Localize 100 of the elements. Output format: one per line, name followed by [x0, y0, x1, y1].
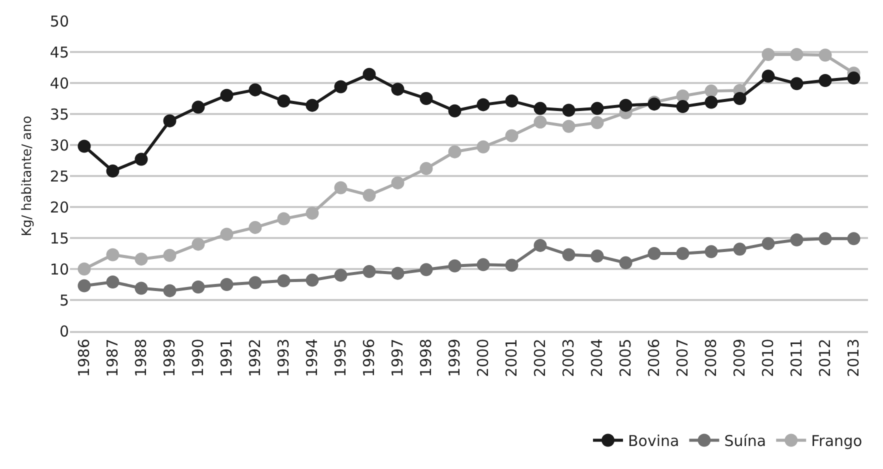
point [78, 262, 91, 276]
y-tick-label: 10 [50, 260, 69, 278]
point [192, 100, 205, 114]
point [562, 248, 576, 262]
point [306, 98, 319, 112]
x-tick-label: 1989 [160, 338, 179, 377]
y-tick-label: 40 [50, 74, 69, 92]
x-tick-label: 1994 [303, 338, 322, 377]
x-tick-label: 2013 [844, 338, 863, 377]
point [505, 258, 518, 272]
point [762, 70, 775, 83]
x-tick-label: 1997 [388, 338, 407, 377]
point [590, 249, 604, 262]
y-tick-label: 25 [50, 167, 69, 186]
point [420, 92, 433, 105]
x-tick-label: 2010 [759, 338, 778, 377]
y-tick-label: 50 [50, 12, 69, 30]
y-axis-title: Kg/ habitante/ ano [20, 116, 35, 236]
x-tick-label: 1993 [274, 338, 293, 377]
point [248, 276, 262, 290]
point [134, 152, 148, 166]
point [790, 48, 804, 61]
point [277, 94, 290, 108]
point [704, 96, 718, 109]
y-tick-label: 0 [59, 322, 69, 340]
point [362, 264, 376, 278]
point [248, 83, 262, 96]
point [790, 233, 804, 246]
point [704, 245, 718, 258]
point [220, 228, 234, 241]
legend-label: Bovina [628, 432, 680, 450]
y-tick-label: 35 [50, 105, 69, 124]
x-tick-label: 1996 [360, 338, 378, 377]
point [476, 98, 490, 112]
x-tick-label: 1998 [417, 338, 436, 377]
point [818, 74, 832, 88]
x-tick-label: 2012 [816, 338, 834, 377]
point [818, 232, 832, 246]
y-tick-label: 20 [50, 198, 69, 216]
point [534, 238, 547, 252]
point [534, 102, 547, 115]
legend-label: Frango [811, 432, 862, 450]
point [420, 162, 433, 176]
point [448, 145, 462, 158]
point [391, 266, 404, 280]
point [220, 278, 234, 291]
point [648, 247, 661, 260]
y-tick-label: 45 [50, 43, 69, 62]
x-tick-label: 1999 [446, 338, 464, 377]
point [448, 259, 462, 272]
point [391, 176, 404, 190]
x-tick-label: 1992 [246, 338, 264, 377]
point [847, 72, 860, 85]
point [362, 188, 376, 202]
point [163, 248, 176, 262]
point [306, 206, 319, 220]
point [562, 120, 576, 133]
point [220, 88, 234, 102]
point [277, 212, 290, 226]
point [78, 279, 91, 292]
point [619, 98, 632, 112]
point [562, 104, 576, 117]
point [676, 247, 690, 260]
x-tick-label: 2008 [702, 338, 720, 377]
point [106, 164, 120, 178]
point [762, 237, 775, 250]
point [163, 114, 176, 128]
legend-label: Suína [724, 432, 766, 450]
point [733, 92, 746, 105]
point [106, 248, 120, 262]
x-tick-label: 2005 [616, 338, 635, 377]
point [163, 284, 176, 298]
x-tick-label: 2011 [788, 338, 806, 377]
point [818, 48, 832, 62]
y-tick-label: 5 [59, 291, 69, 310]
point [362, 68, 376, 81]
x-tick-label: 2007 [674, 338, 692, 377]
point [534, 116, 547, 129]
point [134, 252, 148, 266]
point [391, 82, 404, 96]
point [334, 181, 348, 194]
point [78, 140, 91, 153]
x-tick-label: 2004 [588, 338, 606, 377]
point [134, 282, 148, 295]
point [448, 104, 462, 118]
point [847, 232, 860, 246]
point [762, 48, 775, 61]
point [306, 274, 319, 287]
point [476, 140, 490, 154]
x-tick-label: 1988 [132, 338, 150, 377]
point [106, 276, 120, 289]
point [277, 274, 290, 288]
y-tick-label: 30 [50, 136, 69, 154]
point [334, 268, 348, 282]
point [505, 94, 518, 108]
x-tick-label: 1986 [75, 338, 94, 377]
x-tick-label: 1995 [332, 338, 350, 377]
x-tick-label: 1987 [104, 338, 122, 377]
x-tick-label: 2000 [474, 338, 492, 377]
x-tick-label: 2006 [645, 338, 664, 377]
